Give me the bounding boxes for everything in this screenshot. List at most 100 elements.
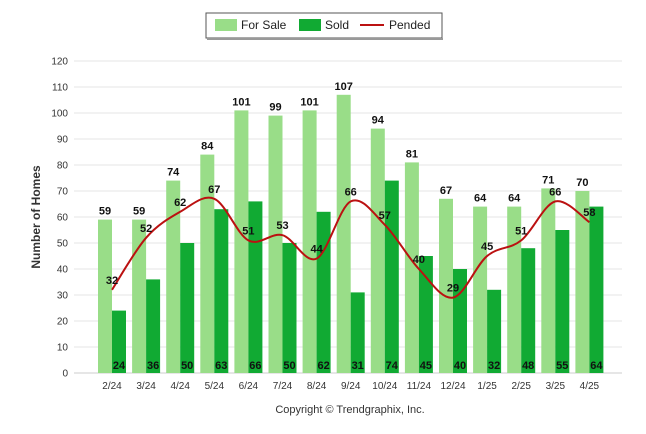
label-sold: 36 — [147, 360, 159, 372]
label-for-sale: 59 — [133, 206, 145, 218]
label-pended: 52 — [140, 223, 152, 235]
label-for-sale: 99 — [269, 102, 281, 114]
x-tick-label: 9/24 — [341, 381, 361, 392]
y-tick-label: 100 — [51, 109, 68, 120]
label-pended: 51 — [515, 225, 527, 237]
label-for-sale: 101 — [300, 96, 318, 108]
x-tick-label: 2/24 — [102, 381, 122, 392]
label-for-sale: 81 — [406, 148, 418, 160]
label-pended: 67 — [208, 184, 220, 196]
label-pended: 44 — [310, 244, 323, 256]
bar-for-sale — [166, 180, 181, 373]
label-sold: 40 — [454, 360, 466, 372]
x-axis-ticks: 2/24 3/24 4/24 5/24 6/24 7/24 8/24 9/24 10/24 11/… — [102, 381, 599, 392]
x-tick-label: 6/24 — [239, 381, 259, 392]
x-tick-label: 3/25 — [546, 381, 566, 392]
legend-swatch-sold — [299, 19, 321, 31]
y-tick-label: 50 — [57, 239, 69, 250]
x-tick-label: 7/24 — [273, 381, 293, 392]
bar-sold — [316, 211, 331, 373]
x-tick-label: 11/24 — [407, 381, 432, 392]
bar-sold — [589, 206, 604, 373]
label-sold: 62 — [317, 360, 329, 372]
x-tick-label: 2/25 — [511, 381, 531, 392]
label-sold: 50 — [181, 360, 193, 372]
bar-for-sale — [234, 110, 249, 374]
legend: For Sale Sold Pended — [205, 12, 443, 40]
bar-for-sale — [132, 219, 147, 373]
bar-sold — [180, 243, 195, 373]
label-for-sale: 64 — [474, 193, 487, 205]
label-pended: 57 — [379, 210, 391, 222]
legend-box — [205, 12, 443, 39]
bar-for-sale — [507, 206, 522, 373]
bar-for-sale — [575, 191, 590, 373]
label-sold: 24 — [113, 360, 126, 372]
bar-for-sale — [473, 206, 488, 373]
bar-for-sale — [268, 115, 283, 373]
label-pended: 29 — [447, 283, 459, 295]
y-tick-label: 120 — [51, 57, 68, 68]
label-sold: 50 — [283, 360, 295, 372]
label-pended: 58 — [583, 207, 595, 219]
label-for-sale: 107 — [335, 81, 353, 93]
bar-sold — [248, 201, 263, 373]
label-for-sale: 94 — [372, 115, 385, 127]
y-axis-label: Number of Homes — [29, 165, 43, 269]
label-pended: 66 — [345, 186, 357, 198]
bar-for-sale — [336, 94, 351, 374]
label-for-sale: 101 — [232, 96, 250, 108]
label-pended: 40 — [413, 254, 425, 266]
bar-for-sale — [541, 188, 556, 373]
label-for-sale: 64 — [508, 193, 521, 205]
bar-sold — [350, 292, 365, 373]
label-for-sale: 59 — [99, 206, 111, 218]
label-for-sale: 84 — [201, 141, 214, 153]
label-for-sale: 74 — [167, 167, 180, 179]
y-axis-ticks: 0 10 20 30 40 50 60 70 80 90 100 110 120 — [51, 57, 68, 380]
label-sold: 64 — [590, 360, 603, 372]
label-for-sale: 67 — [440, 185, 452, 197]
bars — [98, 94, 604, 374]
pended-line — [111, 196, 590, 299]
bar-sold — [146, 279, 161, 373]
y-tick-label: 0 — [62, 369, 68, 380]
bar-for-sale — [404, 162, 419, 373]
bar-for-sale — [370, 128, 385, 373]
x-tick-label: 10/24 — [372, 381, 397, 392]
data-labels: 59 24 59 36 74 50 84 63 101 66 99 50 101 62 107 31 94 74 8… — [99, 81, 604, 372]
label-sold: 55 — [556, 360, 568, 372]
legend-label-pended: Pended — [389, 18, 430, 32]
label-pended: 62 — [174, 197, 186, 209]
y-tick-label: 10 — [57, 343, 69, 354]
label-sold: 74 — [386, 360, 399, 372]
bar-sold — [112, 310, 126, 373]
bar-sold — [487, 289, 502, 373]
y-tick-label: 20 — [57, 317, 69, 328]
label-for-sale: 70 — [576, 177, 588, 189]
bar-sold — [282, 243, 297, 373]
label-pended: 66 — [549, 186, 561, 198]
bar-sold — [521, 248, 536, 373]
x-tick-label: 4/25 — [580, 381, 600, 392]
bar-for-sale — [200, 154, 215, 373]
x-tick-label: 1/25 — [477, 381, 497, 392]
label-sold: 31 — [352, 360, 364, 372]
y-tick-label: 60 — [57, 213, 69, 224]
bar-for-sale — [439, 198, 453, 373]
y-tick-label: 70 — [57, 187, 69, 198]
label-sold: 45 — [420, 360, 432, 372]
label-sold: 63 — [215, 360, 227, 372]
bar-for-sale — [98, 219, 112, 373]
y-tick-label: 80 — [57, 161, 69, 172]
legend-label-sold: Sold — [325, 18, 349, 32]
y-tick-label: 30 — [57, 291, 69, 302]
legend-label-for-sale: For Sale — [241, 18, 287, 32]
label-sold: 66 — [249, 360, 261, 372]
y-tick-label: 110 — [52, 83, 68, 94]
bar-for-sale — [302, 110, 317, 374]
copyright-text: Copyright © Trendgraphix, Inc. — [275, 404, 424, 416]
label-sold: 32 — [488, 360, 500, 372]
bar-sold — [214, 209, 229, 373]
